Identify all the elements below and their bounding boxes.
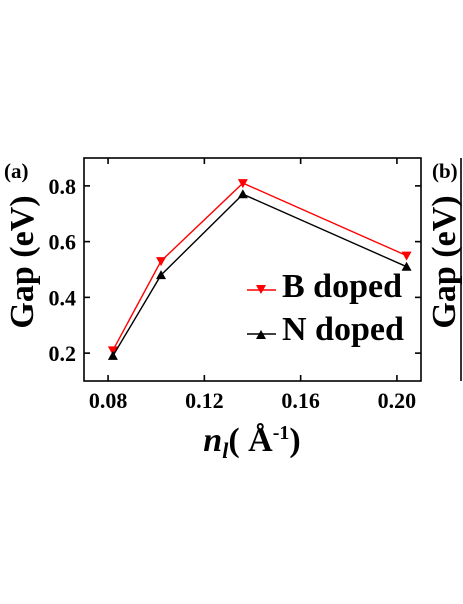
series-layer <box>107 179 412 360</box>
data-point-b-doped <box>237 179 248 189</box>
x-tick-label: 0.12 <box>185 388 224 413</box>
y-tick-label: 0.4 <box>49 285 77 310</box>
x-axis-title-unit-sup: -1 <box>273 422 290 444</box>
x-axis-title-close: ) <box>289 422 300 459</box>
panel-label-b: (b) <box>432 159 458 183</box>
y-tick-label: 0.2 <box>49 341 77 366</box>
x-tick-label: 0.20 <box>378 388 417 413</box>
y-axis-ticks: 0.2 0.4 0.6 0.8 <box>49 174 421 366</box>
legend-marker-n-doped <box>256 330 266 339</box>
x-axis-title-unit: Å <box>248 422 273 459</box>
y-tick-label: 0.6 <box>49 230 77 255</box>
data-point-n-doped <box>107 350 118 360</box>
x-axis-title-open: ( <box>228 422 248 459</box>
series-line-b-doped <box>112 182 407 351</box>
y-tick-label: 0.8 <box>49 174 77 199</box>
legend-label-b-doped: B doped <box>282 268 402 305</box>
x-tick-label: 0.08 <box>89 388 128 413</box>
x-axis-ticks: 0.08 0.12 0.16 0.20 <box>89 158 416 413</box>
legend: B doped N doped <box>247 268 404 348</box>
y-axis-title-panel-b: Gap (eV) <box>426 195 463 328</box>
plot-frame <box>83 157 422 382</box>
data-point-b-doped <box>107 346 118 356</box>
x-tick-label: 0.16 <box>281 388 320 413</box>
x-axis-title-sub: l <box>222 438 229 463</box>
panel-label-a: (a) <box>4 159 29 183</box>
data-point-n-doped <box>237 189 248 199</box>
series-line-n-doped <box>112 193 407 357</box>
data-point-b-doped <box>156 257 167 267</box>
data-point-b-doped <box>401 251 412 261</box>
y-axis-title: Gap (eV) <box>4 195 41 328</box>
x-axis-title: nl( Å-1) <box>203 422 300 463</box>
data-point-n-doped <box>156 270 167 280</box>
x-axis-title-main: n <box>203 422 222 459</box>
legend-label-n-doped: N doped <box>282 311 404 348</box>
legend-marker-b-doped <box>256 285 266 294</box>
data-point-n-doped <box>401 261 412 271</box>
